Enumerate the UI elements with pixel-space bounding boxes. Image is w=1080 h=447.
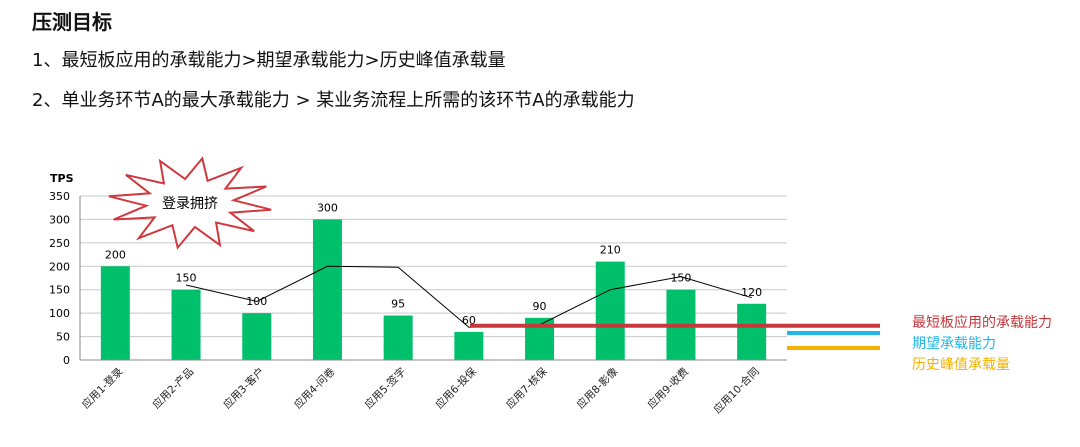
data-label: 150 <box>176 272 197 285</box>
overlay-line <box>185 265 752 328</box>
y-tick-label: 50 <box>56 331 70 344</box>
x-tick-label: 应用5-签字 <box>362 365 408 411</box>
reference-lines <box>470 323 880 350</box>
bar <box>737 303 767 360</box>
annotation-starburst: 登录拥挤 <box>108 156 272 250</box>
bar <box>100 266 130 360</box>
goal-line-1: 1、最短板应用的承载能力>期望承载能力>历史峰值承载量 <box>32 50 506 71</box>
x-tick-label: 应用7-核保 <box>503 365 550 412</box>
y-tick-label: 350 <box>49 190 70 203</box>
overlay-series-line <box>185 265 752 328</box>
x-tick-label: 应用6-投保 <box>433 365 480 412</box>
data-label: 95 <box>391 297 405 310</box>
data-label: 150 <box>670 272 691 285</box>
y-tick-label: 200 <box>49 260 70 273</box>
data-label: 300 <box>317 201 338 214</box>
y-axis-label: TPS <box>50 172 74 185</box>
data-label: 200 <box>105 248 126 261</box>
page-title: 压测目标 <box>32 10 112 34</box>
x-tick-label: 应用2-产品 <box>150 365 196 411</box>
y-tick-label: 150 <box>49 284 70 297</box>
y-tick-label: 250 <box>49 237 70 250</box>
x-tick-label: 应用4-问卷 <box>291 365 338 412</box>
starburst-shape <box>108 156 272 250</box>
annotation-label: 登录拥挤 <box>162 196 218 212</box>
y-tick-label: 0 <box>63 354 70 367</box>
y-tick-label: 100 <box>49 307 70 320</box>
y-tick-label: 300 <box>49 213 70 226</box>
bar <box>242 313 272 360</box>
data-label: 210 <box>600 244 621 257</box>
x-tick-label: 应用9-收费 <box>645 365 691 411</box>
legend-historical-peak: 历史峰值承载量 <box>912 357 1010 373</box>
x-tick-label: 应用10-合同 <box>711 365 762 416</box>
legend-expected-capacity: 期望承载能力 <box>912 336 996 352</box>
bar <box>454 331 484 360</box>
legend-shortest-board: 最短板应用的承载能力 <box>912 315 1052 331</box>
x-tick-label: 应用1-登录 <box>79 365 125 411</box>
goal-line-2: 2、单业务环节A的最大承载能力 > 某业务流程上所需的该环节A的承载能力 <box>32 90 635 111</box>
bar <box>383 315 413 360</box>
bar <box>312 219 342 360</box>
bar <box>171 289 201 360</box>
bar <box>595 261 625 360</box>
data-label: 120 <box>741 286 762 299</box>
x-tick-label: 应用8-影像 <box>574 365 621 412</box>
x-tick-label: 应用3-客户 <box>221 365 267 411</box>
data-label: 90 <box>533 300 547 313</box>
